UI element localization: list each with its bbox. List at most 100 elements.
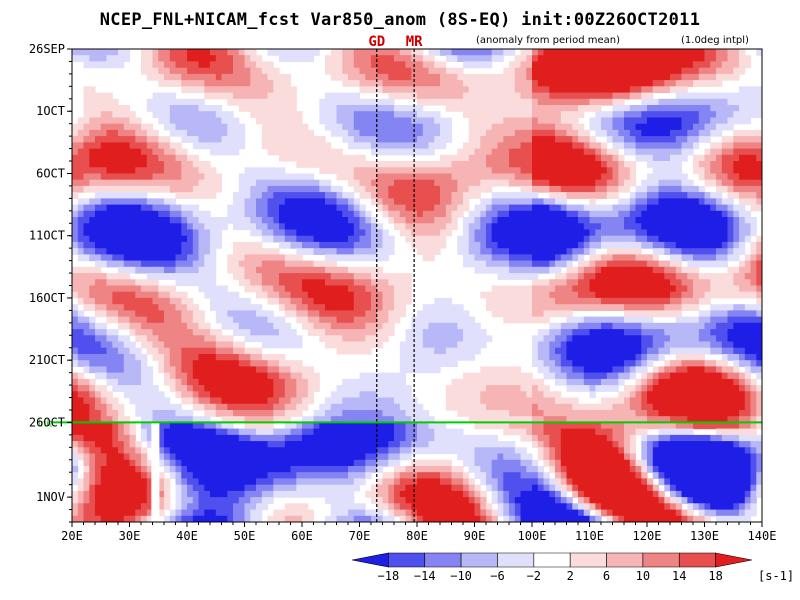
field-cell (164, 123, 171, 131)
field-cell (359, 297, 366, 305)
field-cell (284, 285, 292, 293)
field-cell (744, 260, 752, 268)
field-cell (428, 204, 435, 212)
field-cell (198, 80, 205, 87)
field-cell (606, 73, 614, 81)
field-cell (359, 142, 366, 150)
field-cell (566, 297, 573, 305)
field-cell (716, 235, 723, 243)
field-cell (106, 279, 113, 287)
field-cell (296, 154, 303, 162)
field-cell (302, 136, 309, 143)
field-cell (434, 329, 441, 336)
field-cell (198, 192, 205, 199)
field-cell (451, 86, 458, 94)
field-cell (652, 285, 660, 293)
field-cell (112, 273, 119, 280)
field-cell (336, 217, 343, 224)
field-cell (112, 310, 119, 318)
field-cell (181, 279, 188, 287)
field-cell (411, 329, 418, 336)
field-cell (353, 304, 361, 311)
field-cell (244, 167, 251, 175)
field-cell (532, 86, 539, 94)
field-cell (77, 129, 85, 137)
field-cell (204, 266, 211, 274)
field-cell (417, 341, 424, 349)
field-cell (302, 173, 309, 181)
field-cell (325, 204, 332, 212)
field-cell (353, 316, 361, 324)
field-cell (227, 254, 234, 262)
field-cell (250, 86, 257, 94)
field-cell (325, 297, 332, 305)
field-cell (526, 80, 533, 87)
field-cell (601, 55, 608, 62)
field-cell (704, 49, 711, 56)
field-cell (589, 229, 596, 237)
field-cell (279, 73, 286, 81)
field-cell (693, 105, 700, 112)
field-cell (244, 49, 251, 56)
field-cell (612, 260, 619, 268)
field-cell (555, 161, 562, 168)
field-cell (704, 273, 711, 280)
field-cell (376, 67, 384, 75)
field-cell (365, 254, 372, 262)
field-cell (583, 322, 591, 330)
field-cell (664, 49, 671, 56)
field-cell (652, 310, 660, 318)
field-cell (198, 98, 205, 106)
field-cell (169, 92, 177, 100)
field-cell (95, 329, 102, 336)
field-cell (342, 279, 349, 287)
field-cell (520, 98, 527, 106)
field-cell (215, 229, 223, 237)
field-cell (675, 285, 683, 293)
field-cell (572, 335, 579, 343)
field-cell (434, 335, 441, 343)
field-cell (95, 192, 102, 199)
field-cell (514, 248, 522, 255)
field-cell (89, 129, 96, 137)
field-cell (543, 49, 550, 56)
field-cell (624, 248, 631, 255)
field-cell (606, 148, 614, 156)
field-cell (428, 49, 435, 56)
field-cell (72, 273, 79, 280)
field-cell (330, 210, 338, 218)
field-cell (100, 49, 108, 56)
field-cell (382, 142, 389, 150)
field-cell (532, 117, 539, 125)
field-cell (595, 98, 602, 106)
field-cell (405, 297, 412, 305)
field-cell (302, 260, 309, 268)
field-cell (652, 198, 660, 206)
field-cell (652, 49, 660, 56)
field-cell (440, 161, 447, 168)
field-cell (267, 61, 274, 69)
field-cell (394, 61, 401, 69)
field-cell (428, 136, 435, 143)
field-cell (192, 105, 200, 112)
field-cell (520, 73, 527, 81)
field-cell (348, 291, 355, 299)
field-cell (739, 210, 746, 218)
field-cell (325, 185, 332, 193)
field-cell (371, 55, 378, 62)
field-cell (503, 235, 510, 243)
field-cell (647, 223, 654, 231)
field-cell (445, 129, 453, 137)
field-cell (325, 254, 332, 262)
field-cell (175, 173, 182, 181)
field-cell (583, 229, 591, 237)
field-cell (457, 161, 464, 168)
field-cell (267, 204, 274, 212)
field-cell (537, 148, 545, 156)
field-cell (233, 260, 240, 268)
field-cell (721, 316, 729, 324)
field-cell (422, 148, 430, 156)
field-cell (664, 61, 671, 69)
field-cell (509, 73, 516, 81)
field-cell (491, 55, 498, 62)
